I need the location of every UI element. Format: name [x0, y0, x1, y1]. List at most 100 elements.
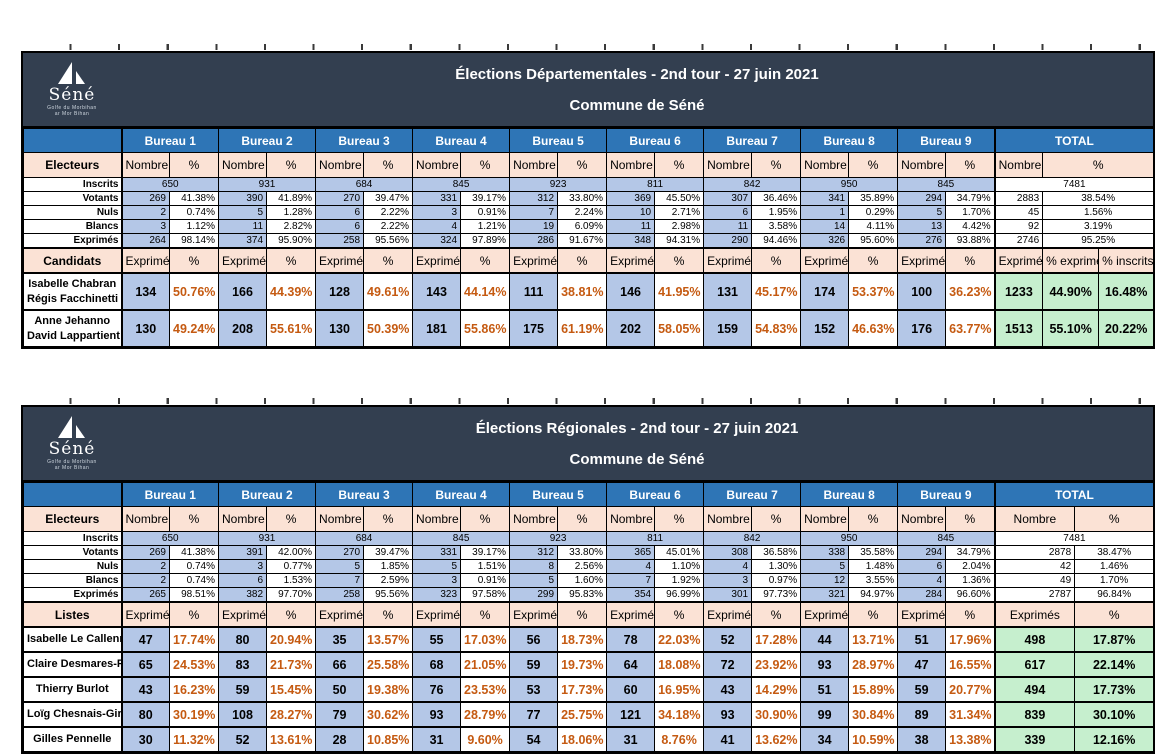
candidate-name-line: Anne Jehanno — [34, 315, 111, 328]
bureau-corner-cell — [23, 128, 123, 153]
pct-value: 94.97% — [848, 587, 899, 603]
count-value: 2 — [121, 559, 170, 574]
count-value: 3 — [412, 205, 462, 220]
candidate-votes: 47 — [121, 626, 170, 653]
count-value: 258 — [315, 233, 365, 249]
candidate-name: Loïg Chesnais-Girard — [23, 701, 123, 728]
count-value: 6 — [315, 205, 365, 220]
candidate-pct: 22.03% — [654, 626, 705, 653]
candidate-votes: 181 — [412, 309, 462, 347]
count-value: 321 — [800, 587, 850, 603]
pct-value: 45.01% — [654, 545, 705, 560]
candidate-votes: 78 — [606, 626, 656, 653]
gridline-ticks — [23, 398, 1153, 404]
pct-value: 0.91% — [460, 205, 511, 220]
elector-row: Nuls 2 0.74% 5 1.28% 6 2.22% 3 0.91% 7 2.24% 10 2.71… — [23, 205, 1155, 220]
candidate-pct: 16.55% — [945, 651, 996, 678]
bureau-header: Bureau 2 — [218, 128, 317, 153]
pct-value: 1.70% — [945, 205, 996, 220]
exprimes-header: Exprimés — [121, 247, 170, 274]
bureau-header: Bureau 2 — [218, 482, 317, 507]
count-value: 5 — [315, 559, 365, 574]
exprimes-header: Exprimés — [800, 247, 850, 274]
table-frame: Séné Golfe du Morbihan ar Mor Bihan Élec… — [21, 405, 1155, 754]
total-pct-header: % — [1042, 152, 1155, 178]
pct-value: 2.22% — [363, 205, 414, 220]
candidate-votes: 77 — [509, 701, 559, 728]
pct-header: % — [654, 601, 705, 628]
nombre-header: Nombre — [703, 506, 753, 532]
candidate-votes: 159 — [703, 309, 753, 347]
candidate-votes: 166 — [218, 272, 268, 311]
candidate-name-line: Loïg Chesnais-Girard — [27, 708, 122, 721]
pct-header: % — [363, 247, 414, 274]
sailboat-icon — [58, 62, 85, 84]
candidate-votes: 146 — [606, 272, 656, 311]
count-value: 326 — [800, 233, 850, 249]
pct-value: 0.29% — [848, 205, 899, 220]
candidate-name: Thierry Burlot — [23, 676, 123, 703]
bureau-header-row: Bureau 1 Bureau 2 Bureau 3 Bureau 4 Bureau 5… — [23, 482, 1155, 507]
table-subtitle: Commune de Séné — [569, 450, 705, 468]
elector-row-label: Exprimés — [23, 233, 123, 249]
bureau-header: Bureau 1 — [120, 482, 220, 507]
pct-value: 2.56% — [557, 559, 608, 574]
sheet-regionales: Séné Golfe du Morbihan ar Mor Bihan Élec… — [21, 349, 1155, 754]
nombre-header: Nombre — [412, 152, 462, 178]
count-value: 5 — [509, 573, 559, 588]
total-nombre-header: Nombre — [993, 506, 1076, 532]
total-pct-value: 95.25% — [1042, 233, 1155, 249]
count-value: 5 — [412, 559, 462, 574]
candidate-row: Claire Desmares-Poirier6524.53%8321.73%6… — [23, 651, 1155, 678]
count-value: 269 — [121, 191, 170, 206]
count-value: 374 — [218, 233, 268, 249]
sene-logo: Séné Golfe du Morbihan ar Mor Bihan — [23, 407, 121, 480]
candidate-pct: 14.29% — [751, 676, 802, 703]
candidate-votes: 152 — [800, 309, 850, 347]
inscrits-value: 950 — [800, 531, 899, 546]
candidate-row: Thierry Burlot 43 16.23% 59 15.45% 50 19.38% 76… — [23, 676, 1155, 703]
count-value: 294 — [897, 545, 947, 560]
candidate-pct: 28.79% — [460, 701, 511, 728]
candidate-pct: 25.75% — [557, 701, 608, 728]
total-count-value: 2883 — [993, 191, 1044, 206]
candidate-votes: 56 — [509, 626, 559, 653]
pct-value: 98.14% — [168, 233, 220, 249]
inscrits-value: 845 — [897, 177, 996, 192]
total-pct-header: % — [1074, 506, 1155, 532]
candidate-total: 498 — [993, 626, 1076, 653]
count-value: 390 — [218, 191, 268, 206]
pct-value: 94.31% — [654, 233, 705, 249]
pct-header: % — [751, 152, 802, 178]
total-count-value: 2787 — [993, 587, 1076, 603]
inscrits-value: 923 — [509, 177, 608, 192]
count-value: 382 — [218, 587, 268, 603]
candidate-pct: 30.84% — [848, 701, 899, 728]
candidate-pct: 44.39% — [266, 272, 317, 311]
candidate-pct: 63.77% — [945, 309, 996, 347]
pct-value: 35.58% — [848, 545, 899, 560]
count-value: 4 — [412, 219, 462, 234]
candidate-row: Isabelle Chabran Régis Facchinetti 134 50.7… — [23, 272, 1155, 311]
exprimes-header: Exprimés — [509, 601, 559, 628]
count-value: 14 — [800, 219, 850, 234]
candidate-votes: 66 — [315, 651, 365, 678]
candidate-pct: 34.18% — [654, 701, 705, 728]
count-value: 312 — [509, 545, 559, 560]
bureau-header: Bureau 9 — [897, 128, 996, 153]
candidate-total: 30.10% — [1074, 701, 1155, 728]
logo-subtitle-2: ar Mor Bihan — [54, 465, 90, 471]
candidate-pct: 21.73% — [266, 651, 317, 678]
inscrits-value: 845 — [412, 177, 511, 192]
total-inscrits-value: 7481 — [993, 177, 1155, 192]
candidate-pct: 24.53% — [168, 651, 220, 678]
candidate-pct: 21.05% — [460, 651, 511, 678]
count-value: 5 — [218, 205, 268, 220]
total-count-value: 92 — [993, 219, 1044, 234]
count-value: 286 — [509, 233, 559, 249]
pct-header: % — [266, 506, 317, 532]
candidate-name-line: Gilles Pennelle — [33, 733, 112, 746]
candidate-votes: 93 — [703, 701, 753, 728]
candidate-pct: 16.23% — [168, 676, 220, 703]
candidate-votes: 134 — [121, 272, 170, 311]
